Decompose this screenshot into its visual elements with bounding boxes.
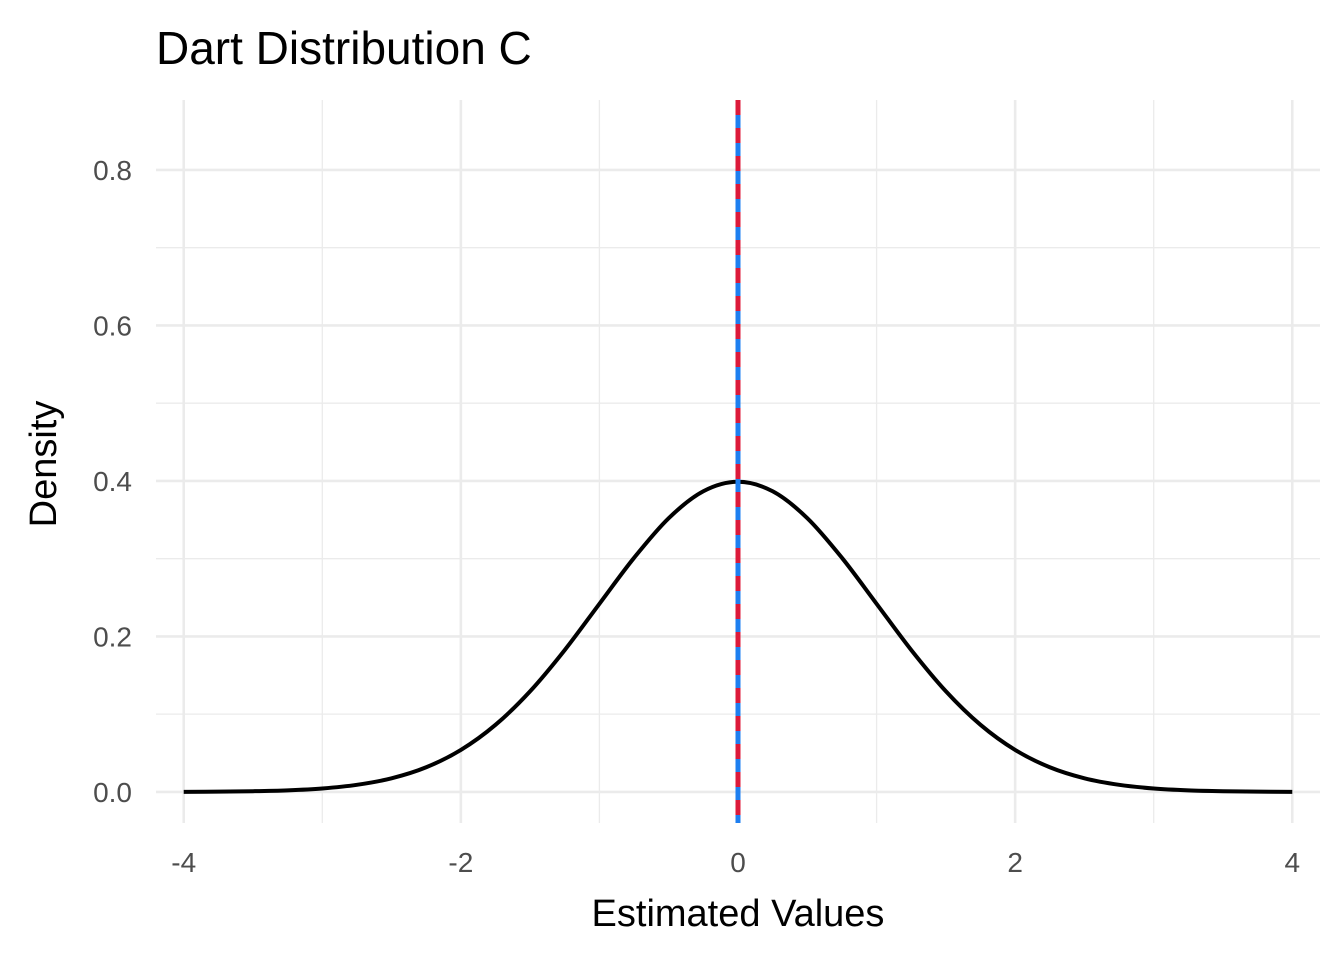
x-axis-title: Estimated Values (592, 893, 885, 935)
y-tick-label: 0.2 (93, 621, 132, 652)
x-tick-label: 0 (730, 847, 746, 878)
y-axis-title: Density (23, 401, 65, 528)
x-axis-ticks: -4 -2 0 2 4 (171, 847, 1300, 878)
y-tick-label: 0.6 (93, 310, 132, 341)
y-axis-ticks: 0.0 0.2 0.4 0.6 0.8 (93, 155, 132, 808)
x-tick-label: -4 (171, 847, 196, 878)
y-tick-label: 0.8 (93, 155, 132, 186)
x-tick-label: -2 (448, 847, 473, 878)
y-tick-label: 0.0 (93, 777, 132, 808)
chart-title: Dart Distribution C (156, 22, 532, 74)
y-tick-label: 0.4 (93, 466, 132, 497)
x-tick-label: 4 (1284, 847, 1300, 878)
x-tick-label: 2 (1007, 847, 1023, 878)
